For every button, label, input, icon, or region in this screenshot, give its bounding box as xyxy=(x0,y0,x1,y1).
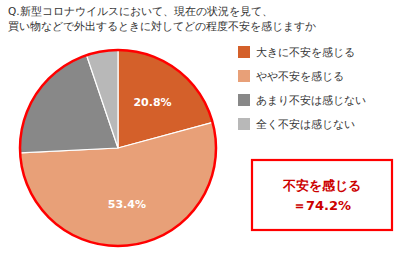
annotation-box xyxy=(252,160,392,230)
legend: 大きに不安を感じるやや不安を感じるあまり不安は感じない全く不安は感じない xyxy=(238,46,366,130)
legend-swatch xyxy=(238,46,250,58)
pie-slice xyxy=(87,50,118,148)
data-label: 20.8% xyxy=(133,96,171,109)
subtitle: 買い物などで外出するときに対してどの程度不安を感じますか xyxy=(8,20,316,33)
pie-labels: 20.8% 53.4% xyxy=(108,96,172,210)
chart: Q.新型コロナウイルスにおいて、現在の状況を見て、買い物などで外出するときに対し… xyxy=(0,0,420,261)
annotation: 不安を感じる ＝74.2% xyxy=(282,178,361,213)
legend-swatch xyxy=(238,70,250,82)
pie-border xyxy=(20,50,216,246)
annotation-line: 不安を感じる xyxy=(282,178,361,193)
legend-swatch xyxy=(238,94,250,106)
title: Q.新型コロナウイルスにおいて、現在の状況を見て、 xyxy=(8,5,273,17)
pie xyxy=(20,50,216,246)
legend-label: 全く不安は感じない xyxy=(256,118,355,130)
data-label: 53.4% xyxy=(108,198,146,211)
legend-swatch xyxy=(238,118,250,130)
annotation-line: ＝74.2% xyxy=(293,198,351,213)
legend-label: やや不安を感じる xyxy=(256,70,344,82)
legend-label: 大きに不安を感じる xyxy=(256,46,355,58)
legend-label: あまり不安は感じない xyxy=(256,94,366,106)
